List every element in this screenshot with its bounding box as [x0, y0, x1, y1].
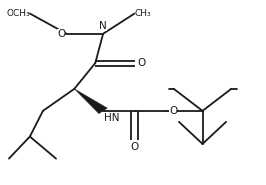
Text: O: O	[169, 106, 177, 116]
Text: O: O	[57, 29, 65, 39]
Text: N: N	[99, 21, 107, 31]
Text: OCH₃: OCH₃	[6, 9, 30, 18]
Text: O: O	[130, 142, 139, 152]
Text: CH₃: CH₃	[135, 9, 151, 18]
Text: O: O	[138, 58, 146, 68]
Polygon shape	[74, 89, 107, 114]
Text: HN: HN	[105, 113, 120, 123]
